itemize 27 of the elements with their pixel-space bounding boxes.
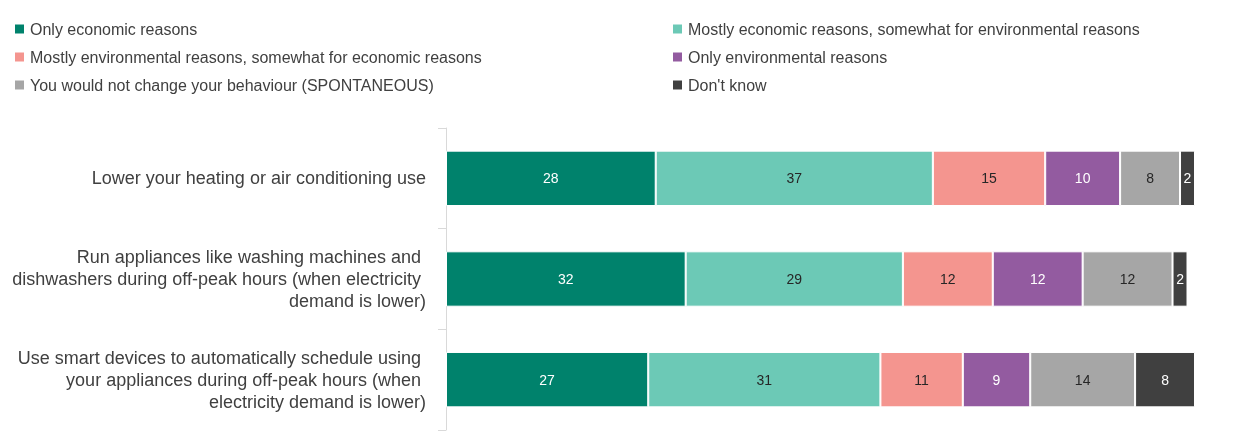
y-tick-label: Lower your heating or air conditioning use xyxy=(91,168,426,189)
data-label: 32 xyxy=(558,271,574,287)
y-tick-label: Use smart devices to automatically schedule using your appliances during off-peak hours (when electricity demand is lower) xyxy=(17,347,426,412)
data-label: 2 xyxy=(1176,271,1185,287)
data-label: 8 xyxy=(1146,170,1155,187)
data-label: 12 xyxy=(940,271,956,287)
legend-label: Mostly economic reasons, somewhat for environmental reasons xyxy=(688,20,1140,38)
data-label: 8 xyxy=(1161,371,1170,388)
data-label: 27 xyxy=(539,371,556,388)
data-label: 37 xyxy=(786,170,803,187)
data-label: 11 xyxy=(914,371,930,388)
legend-label: Only environmental reasons xyxy=(688,48,888,66)
data-label: 12 xyxy=(1029,271,1046,287)
legend-label: Don't know xyxy=(688,76,768,94)
data-label: 15 xyxy=(981,170,998,187)
data-label: 2 xyxy=(1183,170,1192,187)
data-label: 14 xyxy=(1074,371,1091,388)
data-label: 28 xyxy=(543,170,559,187)
data-label: 12 xyxy=(1119,271,1136,287)
legend-label: Mostly environmental reasons, somewhat for economic reasons xyxy=(30,48,482,66)
data-label: 9 xyxy=(992,371,1001,388)
legend-label: You would not change your behaviour (SPONTANEOUS) xyxy=(30,76,434,94)
data-label: 31 xyxy=(756,371,773,388)
legend-label: Only economic reasons xyxy=(30,20,198,38)
data-label: 10 xyxy=(1074,170,1091,187)
data-label: 29 xyxy=(786,271,803,287)
y-tick-label: Run appliances like washing machines and dishwashers during off-peak hours (when electricity demand is lower) xyxy=(12,247,426,311)
